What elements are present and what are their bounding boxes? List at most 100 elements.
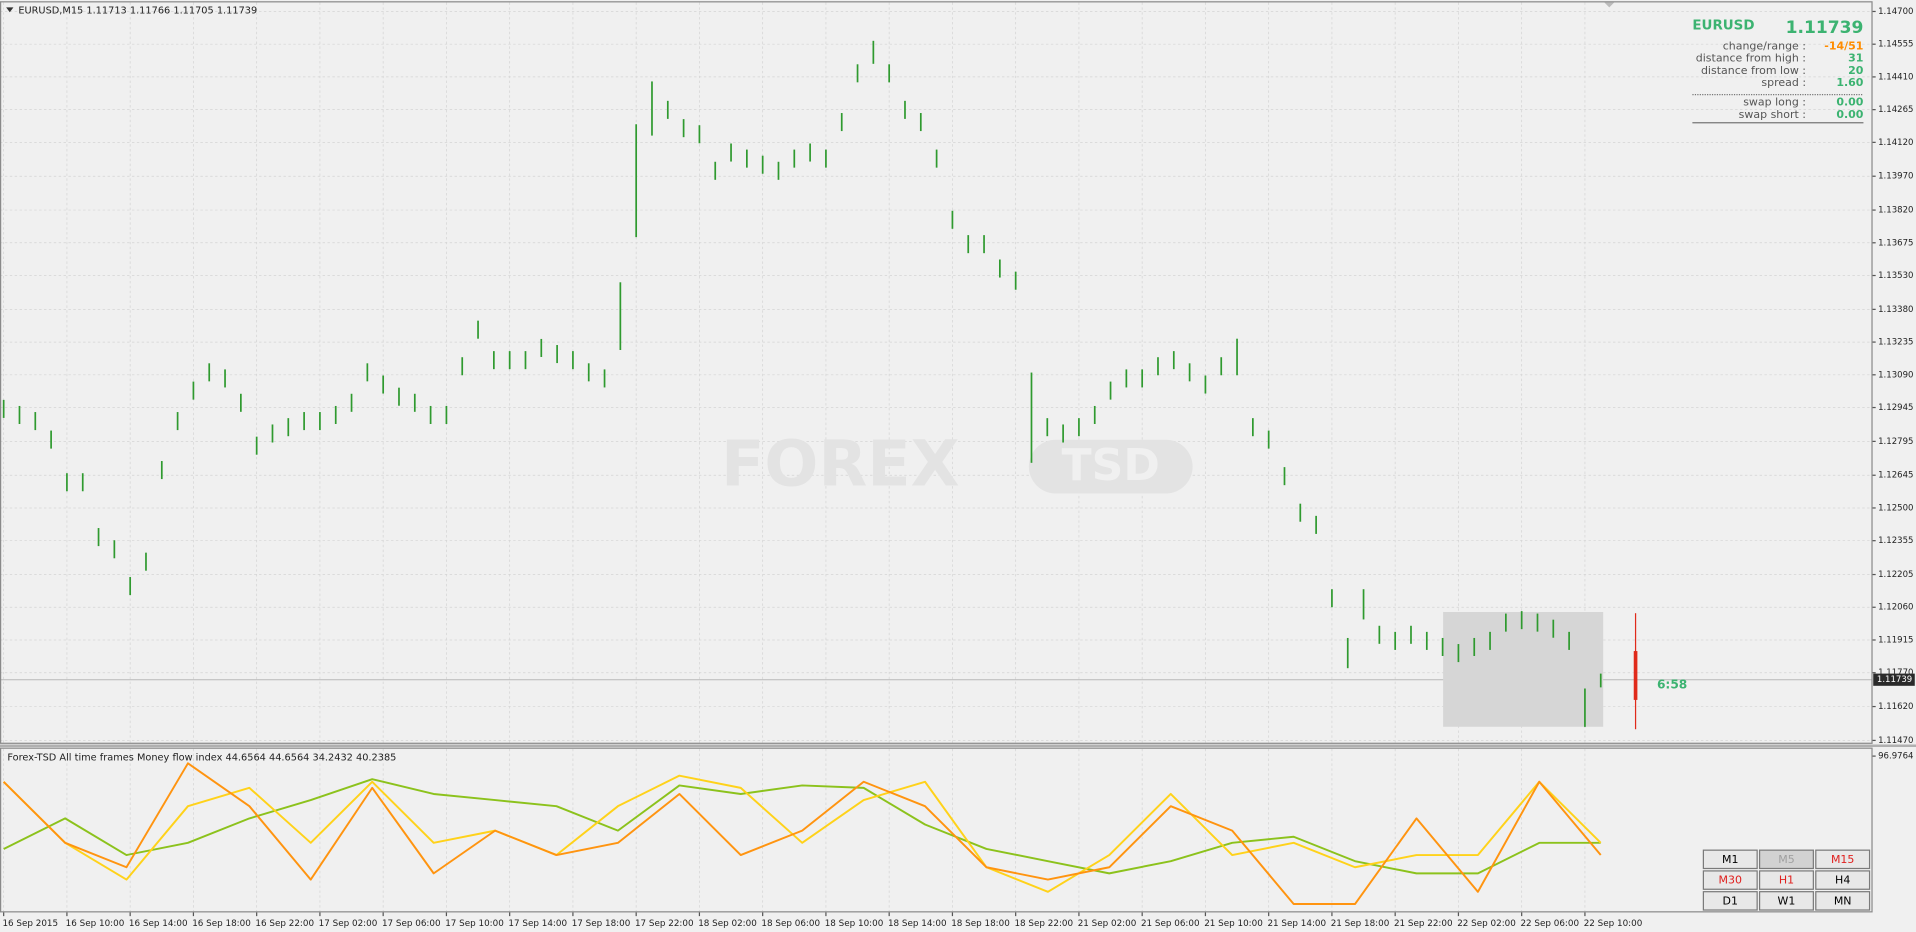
panel-price: 1.11739 bbox=[1786, 18, 1864, 38]
bar-timer: 6:58 bbox=[1657, 678, 1687, 692]
panel-value: 20 bbox=[1848, 64, 1864, 77]
button-face bbox=[1758, 891, 1814, 911]
panel-value: 0.00 bbox=[1836, 96, 1863, 109]
y-tick-label: 1.12500 bbox=[1878, 503, 1913, 513]
y-tick-label: 1.14555 bbox=[1878, 40, 1913, 50]
selection-box bbox=[1443, 611, 1604, 727]
y-tick-label: 1.13820 bbox=[1878, 206, 1913, 216]
panel-rows: change/range : -14/51 distance from high :… bbox=[1696, 39, 1864, 120]
y-tick-label: 1.12060 bbox=[1878, 603, 1913, 613]
x-tick-label: 21 Sep 14:00 bbox=[1267, 919, 1326, 929]
panel-value: 1.60 bbox=[1836, 76, 1863, 89]
timeframe-button[interactable]: M1 bbox=[1702, 849, 1758, 870]
button-label: M30 bbox=[1719, 874, 1742, 887]
y-tick-label: 1.14120 bbox=[1878, 138, 1913, 148]
y-tick-label: 1.12945 bbox=[1878, 403, 1913, 413]
timeframe-buttons: M1 M5 M15 M30 H1 H4 D1 W1 MN bbox=[1702, 849, 1871, 911]
watermark-tag: TSD bbox=[1062, 440, 1160, 491]
button-label: H4 bbox=[1835, 874, 1850, 887]
x-tick-label: 22 Sep 02:00 bbox=[1457, 919, 1516, 929]
y-tick-label: 1.14410 bbox=[1878, 72, 1913, 82]
y-tick-label: 1.11470 bbox=[1878, 736, 1913, 746]
y-tick-label: 1.13235 bbox=[1878, 338, 1913, 348]
button-label: M5 bbox=[1778, 853, 1794, 866]
y-tick-label: 96.9764 bbox=[1878, 752, 1913, 762]
y-tick-label: 1.11770 bbox=[1878, 668, 1913, 678]
panel-value: 31 bbox=[1848, 52, 1863, 65]
x-tick-label: 16 Sep 18:00 bbox=[192, 919, 251, 929]
x-tick-label: 17 Sep 06:00 bbox=[382, 919, 441, 929]
timeframe-button[interactable]: H4 bbox=[1815, 870, 1871, 890]
timeframe-button[interactable]: D1 bbox=[1702, 891, 1758, 911]
x-tick-label: 22 Sep 06:00 bbox=[1520, 919, 1579, 929]
chart-title: EURUSD,M15 1.11713 1.11766 1.11705 1.117… bbox=[18, 5, 257, 16]
y-tick-label: 1.13530 bbox=[1878, 271, 1913, 281]
x-tick-label: 17 Sep 14:00 bbox=[508, 919, 567, 929]
timeframe-button[interactable]: M30 bbox=[1702, 870, 1758, 890]
watermark-text: FOREX bbox=[721, 426, 960, 500]
watermark-pill bbox=[1028, 439, 1193, 494]
button-label: M1 bbox=[1722, 853, 1738, 866]
x-tick-label: 18 Sep 14:00 bbox=[888, 919, 947, 929]
timeframe-button[interactable]: W1 bbox=[1758, 891, 1814, 911]
button-face bbox=[1815, 870, 1871, 890]
timeframe-button[interactable]: MN bbox=[1815, 891, 1871, 911]
panel-label: change/range : bbox=[1723, 39, 1806, 52]
button-label: MN bbox=[1834, 894, 1852, 907]
x-tick-label: 21 Sep 10:00 bbox=[1204, 919, 1263, 929]
panel-label: spread : bbox=[1761, 76, 1806, 89]
mfi-line bbox=[3, 778, 1601, 875]
timeframe-button[interactable]: H1 bbox=[1758, 870, 1814, 890]
x-tick-label: 16 Sep 10:00 bbox=[66, 919, 125, 929]
panel-label: distance from high : bbox=[1696, 52, 1806, 65]
y-tick-label: 1.12355 bbox=[1878, 536, 1913, 546]
main-frame bbox=[0, 1, 1873, 744]
timeframe-button[interactable]: M5 bbox=[1758, 849, 1814, 870]
x-tick-label: 17 Sep 22:00 bbox=[635, 919, 694, 929]
indicator-frame bbox=[0, 747, 1873, 913]
button-face bbox=[1702, 870, 1758, 890]
y-tick-label: 1.12205 bbox=[1878, 570, 1913, 580]
panel-symbol: EURUSD bbox=[1692, 19, 1754, 34]
x-tick-label: 18 Sep 22:00 bbox=[1014, 919, 1073, 929]
y-tick-label: 1.13970 bbox=[1878, 172, 1913, 182]
x-tick-label: 16 Sep 2015 bbox=[2, 919, 58, 929]
panel-label: swap long : bbox=[1743, 96, 1806, 109]
button-face bbox=[1702, 891, 1758, 911]
y-tick-label: 1.13380 bbox=[1878, 305, 1913, 315]
panel-value: 0.00 bbox=[1836, 108, 1863, 121]
button-label: W1 bbox=[1778, 894, 1796, 907]
x-tick-label: 17 Sep 18:00 bbox=[572, 919, 631, 929]
bid-label-box bbox=[1873, 673, 1915, 686]
y-tick-label: 1.14265 bbox=[1878, 105, 1913, 115]
indicator-title: Forex-TSD All time frames Money flow ind… bbox=[7, 752, 396, 763]
y-tick-label: 1.13675 bbox=[1878, 238, 1913, 248]
button-face bbox=[1815, 849, 1871, 870]
button-face bbox=[1758, 870, 1814, 890]
x-tick-label: 21 Sep 18:00 bbox=[1331, 919, 1390, 929]
button-label: D1 bbox=[1723, 894, 1738, 907]
x-tick-label: 18 Sep 02:00 bbox=[698, 919, 757, 929]
button-face bbox=[1758, 849, 1814, 870]
x-tick-label: 21 Sep 22:00 bbox=[1394, 919, 1453, 929]
x-tick-label: 21 Sep 06:00 bbox=[1141, 919, 1200, 929]
button-face bbox=[1702, 849, 1758, 870]
x-tick-label: 17 Sep 10:00 bbox=[445, 919, 504, 929]
menu-arrow[interactable] bbox=[6, 7, 14, 13]
panel-value: -14/51 bbox=[1824, 39, 1863, 52]
mfi-line bbox=[2, 762, 1602, 906]
x-tick-label: 16 Sep 14:00 bbox=[129, 919, 188, 929]
x-tick-label: 17 Sep 02:00 bbox=[319, 919, 378, 929]
bid-label: 1.11739 bbox=[1877, 675, 1912, 685]
panel-label: distance from low : bbox=[1701, 64, 1806, 77]
panel-label: swap short : bbox=[1739, 108, 1806, 121]
x-tick-label: 18 Sep 06:00 bbox=[761, 919, 820, 929]
timeframe-button[interactable]: M15 bbox=[1815, 849, 1871, 870]
y-tick-label: 1.11620 bbox=[1878, 702, 1913, 712]
shift-marker bbox=[1604, 2, 1615, 8]
x-tick-label: 16 Sep 22:00 bbox=[255, 919, 314, 929]
